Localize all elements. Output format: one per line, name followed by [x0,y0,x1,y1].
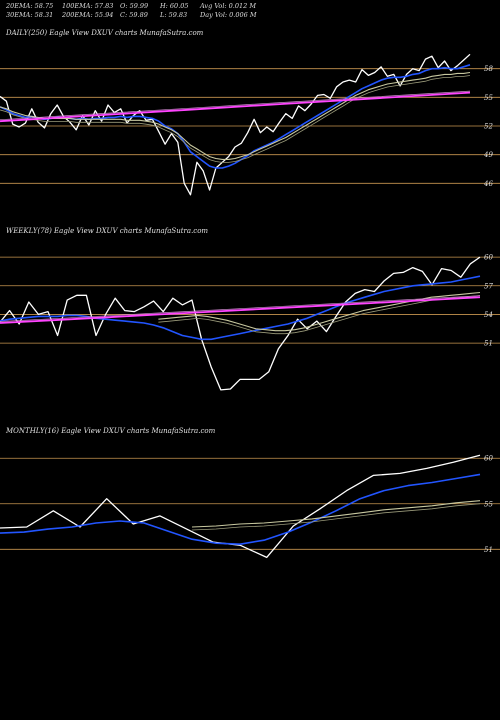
daily-level-label-2: 52 [484,123,493,131]
ema100-stat: 100EMA: 57.83 [62,2,114,10]
daily-ema-slow-line [0,71,471,160]
monthly-level-label-0: 60 [484,455,493,463]
monthly-ema-slow-line [191,500,481,528]
weekly-trend-band [0,295,481,322]
monthly-level-label-1: 55 [484,500,493,508]
ema30-stat: 30EMA: 58.31 [6,11,54,19]
close-stat: C: 59.89 [120,11,148,19]
weekly-ema-slow-band [158,295,481,335]
daily-trend-line [0,91,471,123]
daily-level-label-1: 55 [484,94,493,102]
low-stat: L: 59.83 [160,11,188,19]
daily-level-label-3: 49 [483,151,493,159]
weekly-ema-fast-line [0,275,481,341]
open-stat: O: 59.99 [120,2,149,10]
day-vol-stat: Day Vol: 0.006 M [200,11,257,19]
avg-vol-stat: Avg Vol: 0.012 M [200,2,257,10]
weekly-price-line [0,256,481,391]
weekly-level-label-1: 57 [484,282,493,290]
ema200-stat: 200EMA: 55.94 [62,11,114,19]
daily-ema-slow-band [0,75,471,163]
weekly-ema-slow-line [158,291,481,332]
daily-level-label-4: 46 [483,180,493,188]
weekly-panel-label: WEEKLY(78) Eagle View DXUV charts Munafa… [6,227,209,235]
daily-price-line [0,53,471,196]
ema20-stat: 20EMA: 58.75 [6,2,54,10]
monthly-level-label-2: 51 [484,546,493,554]
weekly-level-label-3: 51 [484,340,493,348]
daily-level-label-0: 58 [484,65,493,73]
daily-panel-label: DAILY(250) Eagle View DXUV charts Munafa… [6,29,204,37]
daily-trend-band [0,90,471,121]
monthly-ema-fast-line [0,473,481,546]
high-stat: H: 60.05 [160,2,189,10]
monthly-ema-slow-band [191,503,481,531]
weekly-trend-line [0,296,481,324]
weekly-level-label-0: 60 [484,254,493,262]
monthly-price-line [0,454,481,559]
weekly-level-label-2: 54 [484,311,493,319]
monthly-panel-label: MONTHLY(16) Eagle View DXUV charts Munaf… [6,427,216,435]
